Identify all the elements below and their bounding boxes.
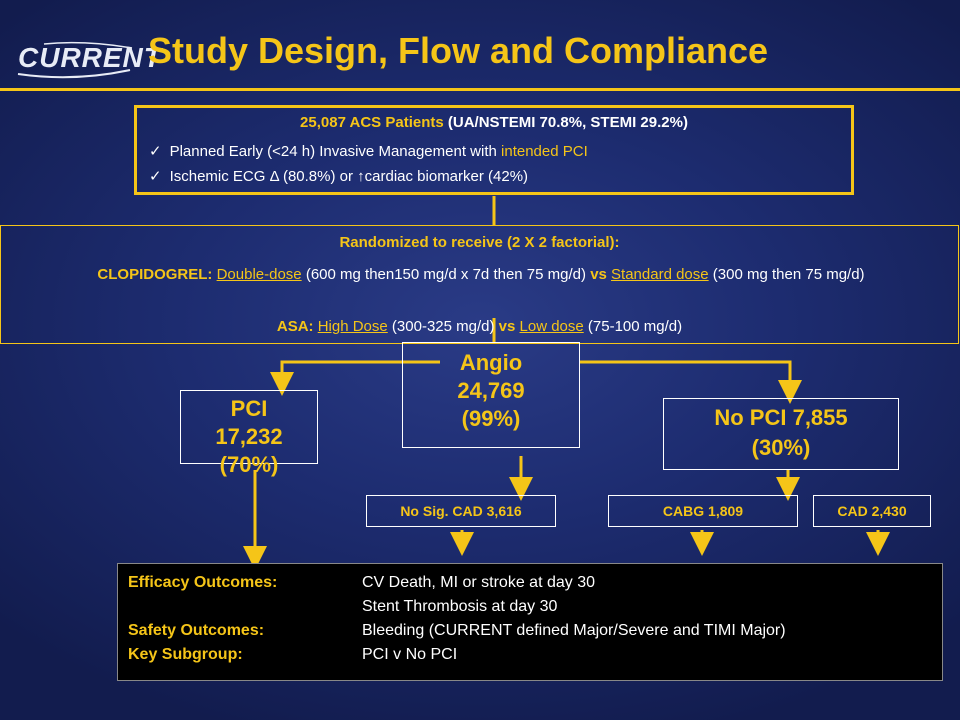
outcome-value: CV Death, MI or stroke at day 30 <box>362 574 595 591</box>
cabg-box: CABG 1,809 <box>608 495 798 527</box>
asa-low-dose: Low dose <box>519 318 584 335</box>
criteria-text-1: Planned Early (<24 h) Invasive Managemen… <box>169 143 502 160</box>
criteria-item-2: ✓ Ischemic ECG Δ (80.8%) or ↑cardiac biom… <box>149 167 528 185</box>
outcome-value: PCI v No PCI <box>362 646 458 663</box>
connector-angio-to-nopci <box>580 360 802 404</box>
asa-high-dose: High Dose <box>317 318 388 335</box>
angio-box: Angio 24,769 (99%) <box>402 342 580 448</box>
asa-label: ASA: <box>276 318 314 335</box>
page-title: Study Design, Flow and Compliance <box>148 30 769 71</box>
angio-label: Angio <box>459 350 523 375</box>
patients-count: 25,087 ACS Patients <box>300 114 444 131</box>
randomization-title: Randomized to receive (2 X 2 factorial): <box>339 234 620 251</box>
outcome-row: Stent Thrombosis at day 30 <box>128 598 557 616</box>
randomization-box: Randomized to receive (2 X 2 factorial):… <box>0 225 959 344</box>
outcome-label: Key Subgroup: <box>128 646 243 663</box>
asa-vs: vs <box>498 318 516 335</box>
cad-box: CAD 2,430 <box>813 495 931 527</box>
checkmark-icon: ✓ <box>149 168 162 185</box>
connector-angio-to-pci <box>270 360 440 396</box>
asa-high-detail: (300-325 mg/d) <box>391 318 495 335</box>
angio-percent: (99%) <box>461 406 521 431</box>
logo-swoosh-icon <box>17 41 133 79</box>
checkmark-icon: ✓ <box>149 143 162 160</box>
criteria-highlight: intended PCI <box>501 143 588 160</box>
angio-count: 24,769 <box>457 378 525 403</box>
outcome-value: Bleeding (CURRENT defined Major/Severe a… <box>362 622 786 639</box>
pci-box: PCI 17,232 (70%) <box>180 390 318 477</box>
no-sig-cad-box: No Sig. CAD 3,616 <box>366 495 556 527</box>
pci-percent: (70%) <box>219 452 279 477</box>
clopidogrel-standard-dose: Standard dose <box>611 266 709 283</box>
title-divider <box>0 88 960 91</box>
criteria-text-2: Ischemic ECG Δ (80.8%) or ↑cardiac bioma… <box>169 168 529 185</box>
no-pci-label: No PCI 7,855 <box>714 405 848 430</box>
clopidogrel-vs: vs <box>590 266 607 283</box>
clopidogrel-line: CLOPIDOGREL: Double-dose (600 mg then150… <box>21 264 941 286</box>
patients-box: 25,087 ACS Patients (UA/NSTEMI 70.8%, ST… <box>134 105 854 195</box>
patients-heading: 25,087 ACS Patients (UA/NSTEMI 70.8%, ST… <box>137 114 851 131</box>
outcome-row: Key Subgroup: PCI v No PCI <box>128 646 457 664</box>
clopidogrel-label: CLOPIDOGREL: <box>97 266 213 283</box>
asa-low-detail: (75-100 mg/d) <box>587 318 683 335</box>
outcome-row: Efficacy Outcomes: CV Death, MI or stroke… <box>128 574 595 592</box>
no-pci-percent: (30%) <box>751 435 811 460</box>
current-logo: CURRENT <box>14 40 161 80</box>
criteria-item-1: ✓ Planned Early (<24 h) Invasive Manageme… <box>149 142 588 160</box>
clopidogrel-standard-detail: (300 mg then 75 mg/d) <box>712 266 865 283</box>
pci-count: 17,232 <box>215 424 283 449</box>
outcome-label: Safety Outcomes: <box>128 622 265 639</box>
patients-split: (UA/NSTEMI 70.8%, STEMI 29.2%) <box>447 114 688 131</box>
asa-line: ASA: High Dose (300-325 mg/d) vs Low dos… <box>1 318 958 335</box>
clopidogrel-double-detail: (600 mg then150 mg/d x 7d then 75 mg/d) <box>305 266 587 283</box>
no-pci-box: No PCI 7,855 (30%) <box>663 398 899 470</box>
outcome-value: Stent Thrombosis at day 30 <box>362 598 558 615</box>
outcome-label: Efficacy Outcomes: <box>128 574 278 591</box>
logo-text: CURRENT <box>18 42 162 73</box>
pci-label: PCI <box>230 396 268 421</box>
clopidogrel-double-dose: Double-dose <box>216 266 302 283</box>
outcomes-box: Efficacy Outcomes: CV Death, MI or stroke… <box>117 563 943 681</box>
outcome-row: Safety Outcomes: Bleeding (CURRENT define… <box>128 622 786 640</box>
